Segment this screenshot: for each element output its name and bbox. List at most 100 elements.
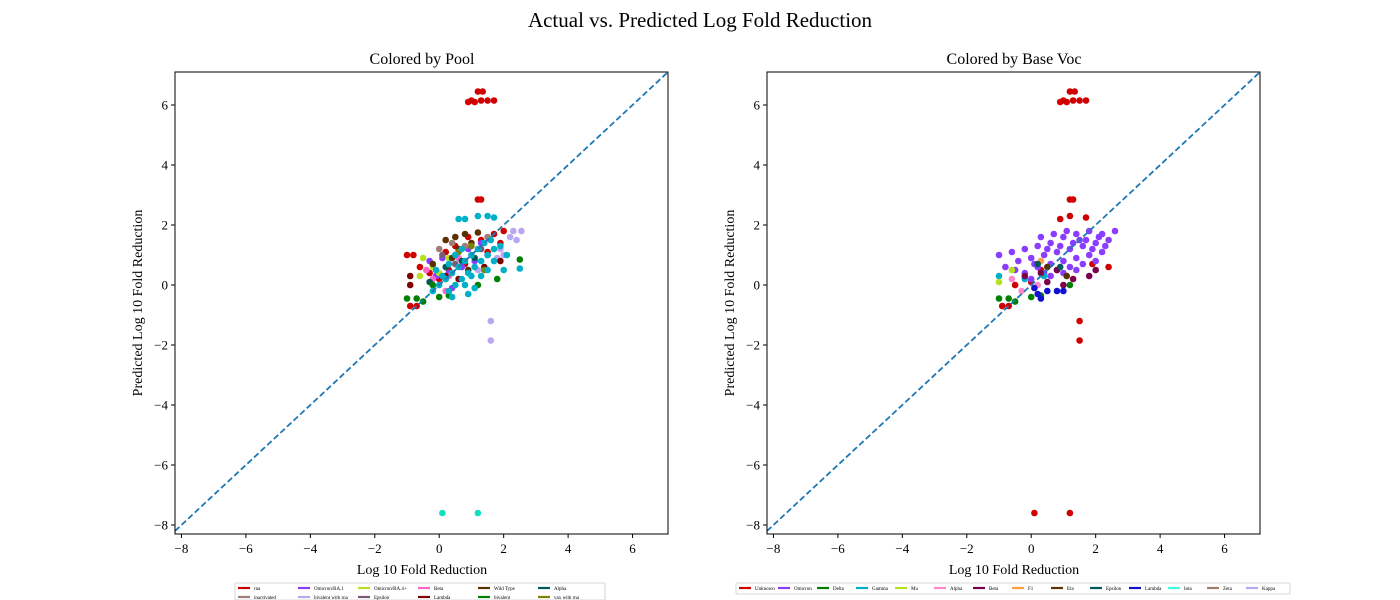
left-ticks: −8 −6 −4 −2 0 2 4 6 −8 −6 −4 −2 0 2 4 6: [154, 98, 636, 557]
left-axes-frame: [174, 71, 669, 535]
right-legend-label-beta: Beta: [989, 587, 999, 592]
right-legend-label-f1: F1: [1028, 587, 1034, 592]
left-point-gamma: [477, 257, 485, 265]
right-y-tick-label: −8: [746, 518, 760, 533]
right-point-beta: [1021, 272, 1029, 280]
right-point-omicron: [1056, 242, 1064, 250]
left-point-lambda: [406, 281, 414, 289]
right-point-unknown: [1066, 88, 1074, 95]
left-point-gamma: [471, 263, 479, 271]
right-point-lambda: [1044, 287, 1051, 295]
right-point-omicron: [1034, 242, 1041, 250]
left-point-gamma: [461, 215, 469, 223]
right-x-tick-label: −8: [767, 541, 781, 556]
right-point-gamma: [995, 272, 1003, 280]
right-point-omicron: [1053, 248, 1061, 256]
left-legend-label-vax-with-rna: vax with rna: [554, 596, 580, 600]
right-point-unknown: [1066, 212, 1074, 220]
right-point-omicron: [1037, 233, 1045, 241]
right-point-unknown: [1076, 317, 1083, 325]
right-legend: Unknown Omicron Delta Gamma Mu Alpha Beta F1 Eta…: [735, 582, 1291, 595]
left-point-gamma: [477, 272, 485, 280]
left-point-rna: [484, 97, 491, 104]
left-legend-frame: [234, 582, 606, 600]
right-point-omicron: [1047, 272, 1054, 280]
left-point-bivalent: [403, 295, 411, 302]
right-x-tick-label: 2: [1092, 541, 1099, 556]
left-y-tick-label: −4: [154, 398, 168, 413]
right-point-delta: [1005, 295, 1012, 302]
right-point-omicron: [1021, 245, 1029, 253]
right-legend-label-epsilon: Epsilon: [1106, 587, 1122, 592]
right-y-tick-label: 6: [754, 98, 761, 113]
right-point-delta: [995, 295, 1003, 302]
left-legend-label-rna: rna: [254, 587, 261, 592]
left-legend-label-alpha: Alpha: [554, 587, 567, 592]
right-legend-label-delta: Delta: [833, 587, 845, 592]
right-y-tick-label: −4: [746, 398, 760, 413]
right-point-unknown: [1069, 97, 1077, 104]
right-panel: Colored by Base Voc Log 10 Fold Reductio…: [723, 51, 1291, 595]
right-point-omicron: [995, 251, 1003, 259]
right-point-omicron: [1060, 257, 1067, 265]
left-point-bivalent-with-rna: [513, 236, 520, 244]
right-point-unknown: [1071, 88, 1078, 95]
right-x-axis-label: Log 10 Fold Reduction: [949, 563, 1079, 578]
right-point-beta: [1085, 272, 1093, 280]
right-point-epsilon: [1034, 260, 1041, 268]
right-y-tick-label: −2: [746, 338, 760, 353]
right-legend-label-unknown: Unknown: [755, 587, 775, 592]
right-point-beta: [1069, 275, 1077, 283]
right-axes-frame: [766, 71, 1261, 535]
left-point-gamma: [439, 272, 446, 280]
left-legend-label-inactivated: inactivated: [254, 596, 276, 600]
right-point-omicron: [1073, 254, 1080, 262]
left-point-gamma: [497, 242, 504, 250]
left-point-inactivated: [435, 245, 443, 253]
left-point-gamma: [461, 281, 469, 289]
left-point-gamma: [464, 290, 472, 298]
left-point-rna: [477, 97, 485, 104]
left-point-gamma: [458, 245, 466, 253]
left-point-beta: [423, 266, 430, 274]
right-legend-label-eta: Eta: [1067, 587, 1074, 592]
right-reference-line: [767, 72, 1260, 532]
figure-title: Actual vs. Predicted Log Fold Reduction: [528, 8, 873, 32]
left-point-rna: [403, 251, 411, 259]
left-plot-area: [174, 71, 669, 535]
left-point-bivalent: [493, 275, 501, 283]
right-y-tick-label: 0: [754, 278, 761, 293]
left-x-tick-label: 4: [565, 541, 572, 556]
right-legend-label-mu: Mu: [911, 587, 918, 592]
left-point-bivalent: [435, 293, 443, 301]
left-point-wild-type: [452, 233, 459, 241]
left-point-wild-type: [474, 229, 482, 236]
left-point-gamma: [516, 265, 524, 272]
right-point-omicron: [1073, 230, 1080, 238]
right-x-tick-label: 0: [1028, 541, 1035, 556]
left-point-rna: [474, 88, 482, 95]
right-point-unknown: [1069, 196, 1077, 203]
left-x-tick-label: 6: [629, 541, 636, 556]
left-x-tick-label: 0: [436, 541, 443, 556]
left-point-gamma: [484, 266, 491, 274]
right-point-beta: [1060, 281, 1067, 289]
left-legend-label-bivalent-with-rna: bivalent with rna: [314, 596, 349, 600]
left-point-gamma: [445, 287, 453, 295]
left-point-gamma: [452, 281, 459, 289]
left-point-bivalent: [516, 256, 524, 263]
right-point-eta: [1063, 272, 1070, 280]
left-point-gamma: [468, 272, 475, 280]
right-point-alpha: [1018, 287, 1025, 295]
left-legend-label-omicron-ba-1: Omicron/BA.1: [314, 587, 344, 592]
left-y-tick-label: 2: [162, 218, 169, 233]
right-point-beta: [1044, 278, 1051, 286]
right-point-unknown: [1105, 263, 1112, 271]
right-point-omicron: [1089, 245, 1096, 253]
right-point-unknown: [1082, 97, 1090, 104]
left-point-vax-with-rna: [468, 242, 475, 250]
right-point-omicron: [1050, 230, 1058, 238]
left-point-bivalent: [419, 298, 427, 305]
right-point-omicron: [1069, 239, 1077, 247]
right-point-omicron: [1060, 233, 1067, 241]
